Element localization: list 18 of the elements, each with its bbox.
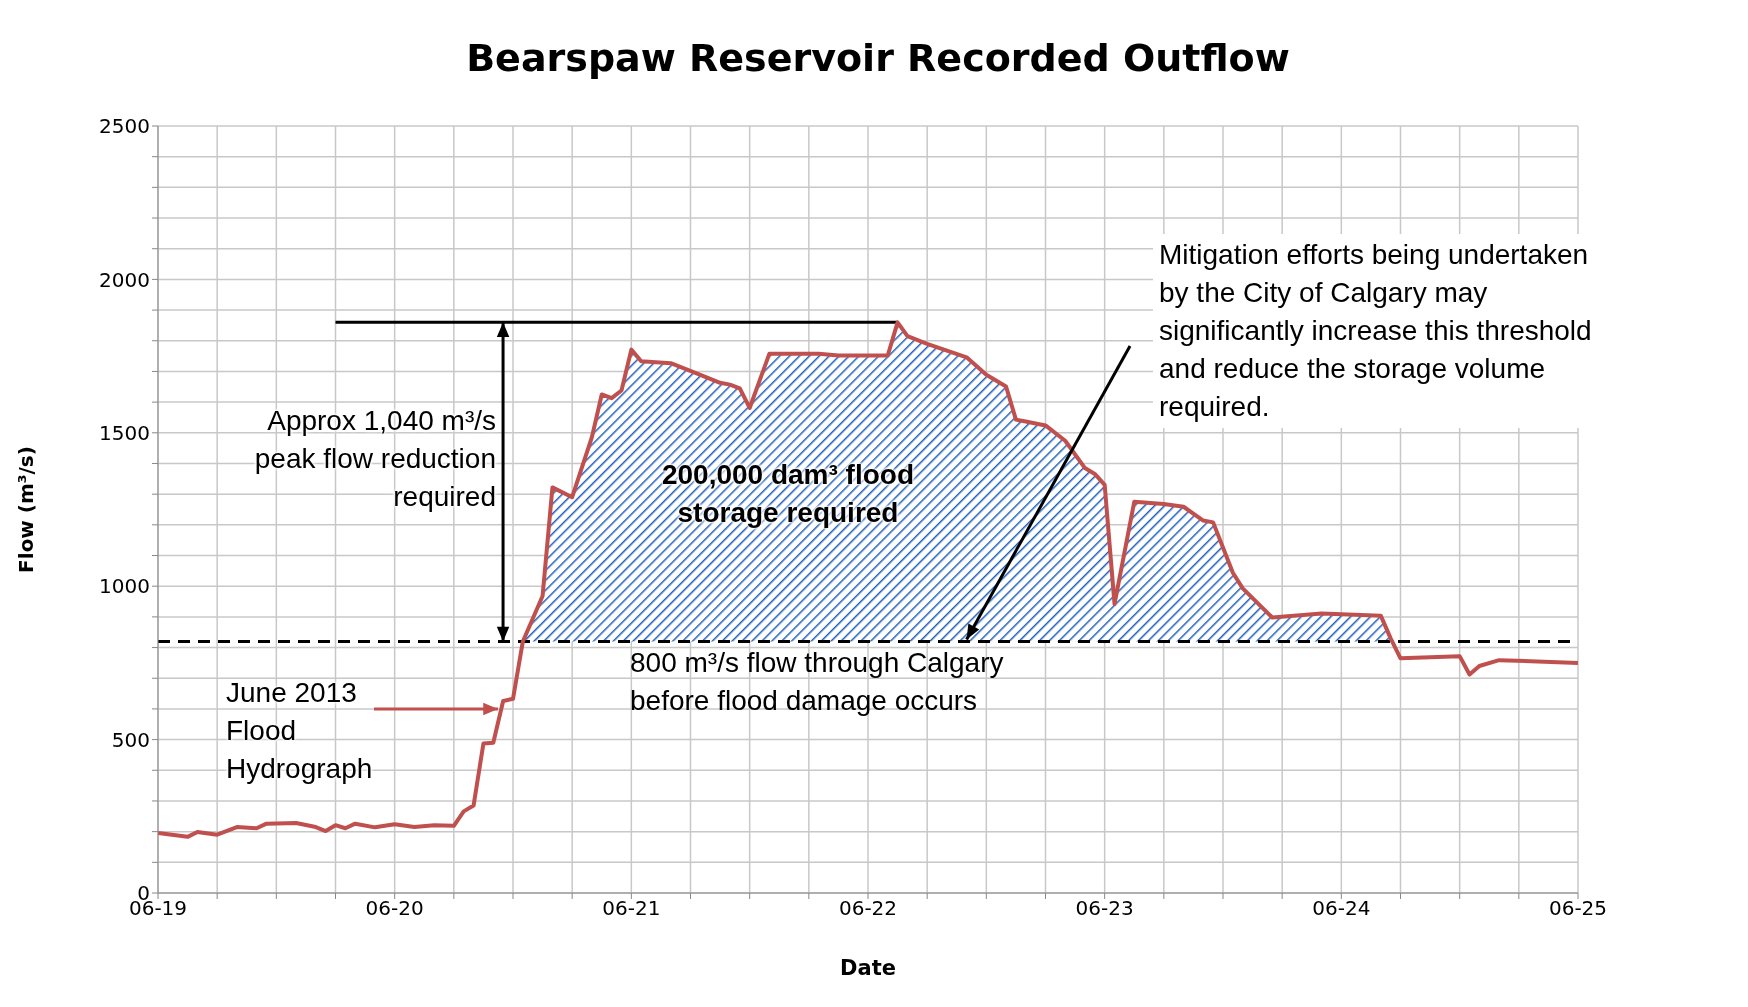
legend-label: June 2013 Flood Hydrograph [225, 676, 374, 786]
y-tick-label: 1500 [99, 420, 150, 445]
y-axis-title: Flow (m³/s) [14, 446, 39, 573]
chart-title: Bearspaw Reservoir Recorded Outflow [465, 36, 1291, 80]
y-tick-label: 500 [111, 727, 150, 752]
x-tick-label: 06-21 [602, 896, 661, 921]
x-tick-label: 06-25 [1548, 896, 1608, 921]
x-axis-title: Date [840, 956, 896, 980]
ref-line-label: 800 m³/s flow through Calgary before flood damage occurs [630, 646, 1005, 718]
x-tick-label: 06-22 [838, 896, 898, 921]
y-tick-label: 2000 [99, 267, 150, 292]
x-tick-label: 06-20 [365, 896, 424, 921]
annotation: Approx 1,040 m³/s peak flow reduction required [253, 404, 497, 514]
annotation: Mitigation efforts being undertaken by the City of Calgary may significantly increase this threshold and reduce the storage volume required. [1153, 234, 1615, 428]
y-tick-label: 2500 [99, 114, 150, 139]
y-tick-label: 1000 [99, 574, 150, 599]
x-tick-label: 06-24 [1312, 896, 1371, 921]
x-tick-label: 06-23 [1075, 896, 1134, 921]
